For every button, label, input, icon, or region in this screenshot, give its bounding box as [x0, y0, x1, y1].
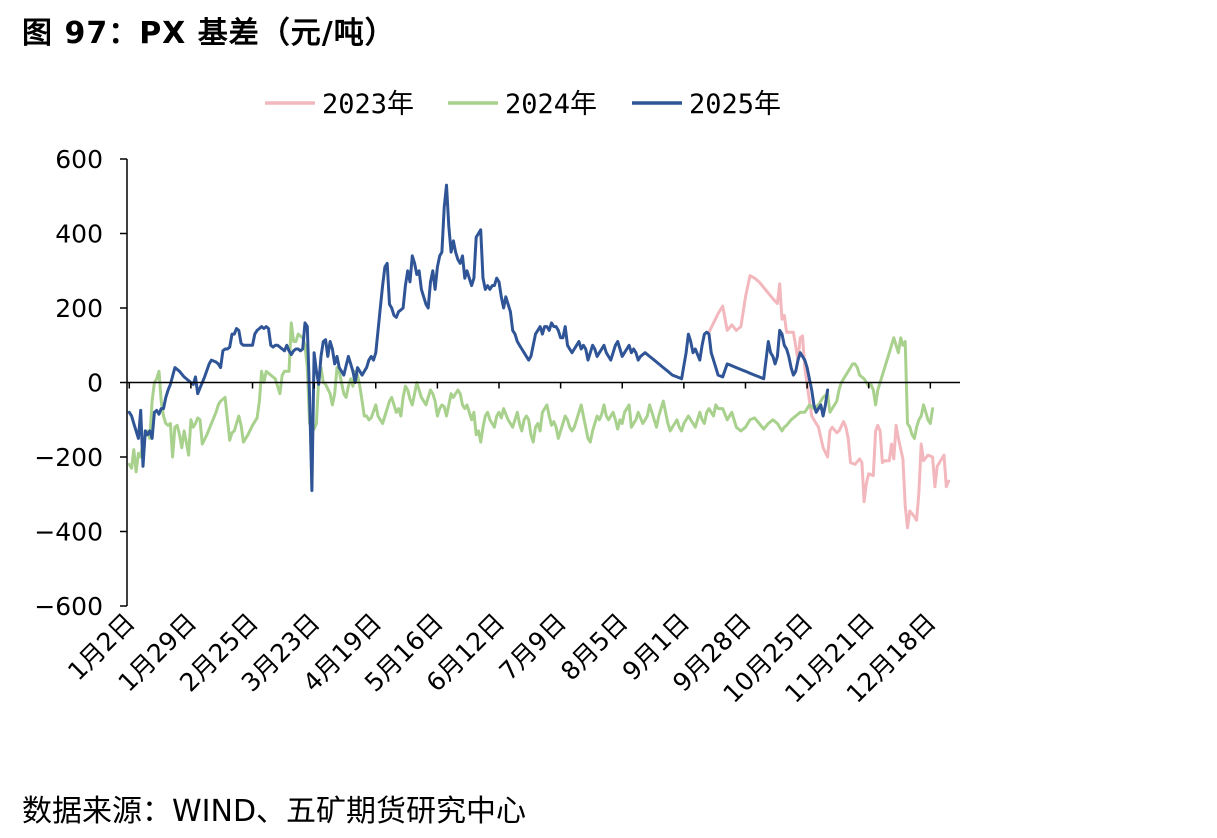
- y-tick-label: 0: [87, 369, 103, 398]
- y-tick-label: −400: [34, 518, 103, 547]
- figure-source: 数据来源：WIND、五矿期货研究中心: [22, 794, 527, 829]
- series-line-3: [127, 183, 830, 492]
- series-layer: [127, 183, 951, 530]
- series-line-2: [127, 321, 935, 474]
- y-tick-label: 400: [55, 220, 103, 249]
- legend-label: 2023年: [322, 89, 414, 120]
- legend-label: 2024年: [505, 89, 597, 120]
- y-axis-ticks: 600 400 200 0 −200 −400 −600: [34, 145, 127, 621]
- figure-title: 图 97：PX 基差（元/吨）: [22, 16, 396, 51]
- legend: 2023年 2024年 2025年: [265, 89, 781, 120]
- y-tick-label: 200: [55, 294, 103, 323]
- series-line-1: [707, 274, 951, 530]
- x-tick-label: 8月5日: [555, 608, 633, 686]
- x-tick-label: 7月9日: [494, 608, 572, 686]
- y-tick-label: 600: [55, 145, 103, 174]
- y-tick-label: −200: [34, 443, 103, 472]
- x-axis-ticks: 1月2日1月29日2月25日3月23日4月19日5月16日6月12日7月9日8月…: [62, 382, 942, 709]
- y-tick-label: −600: [34, 592, 103, 621]
- legend-label: 2025年: [689, 89, 781, 120]
